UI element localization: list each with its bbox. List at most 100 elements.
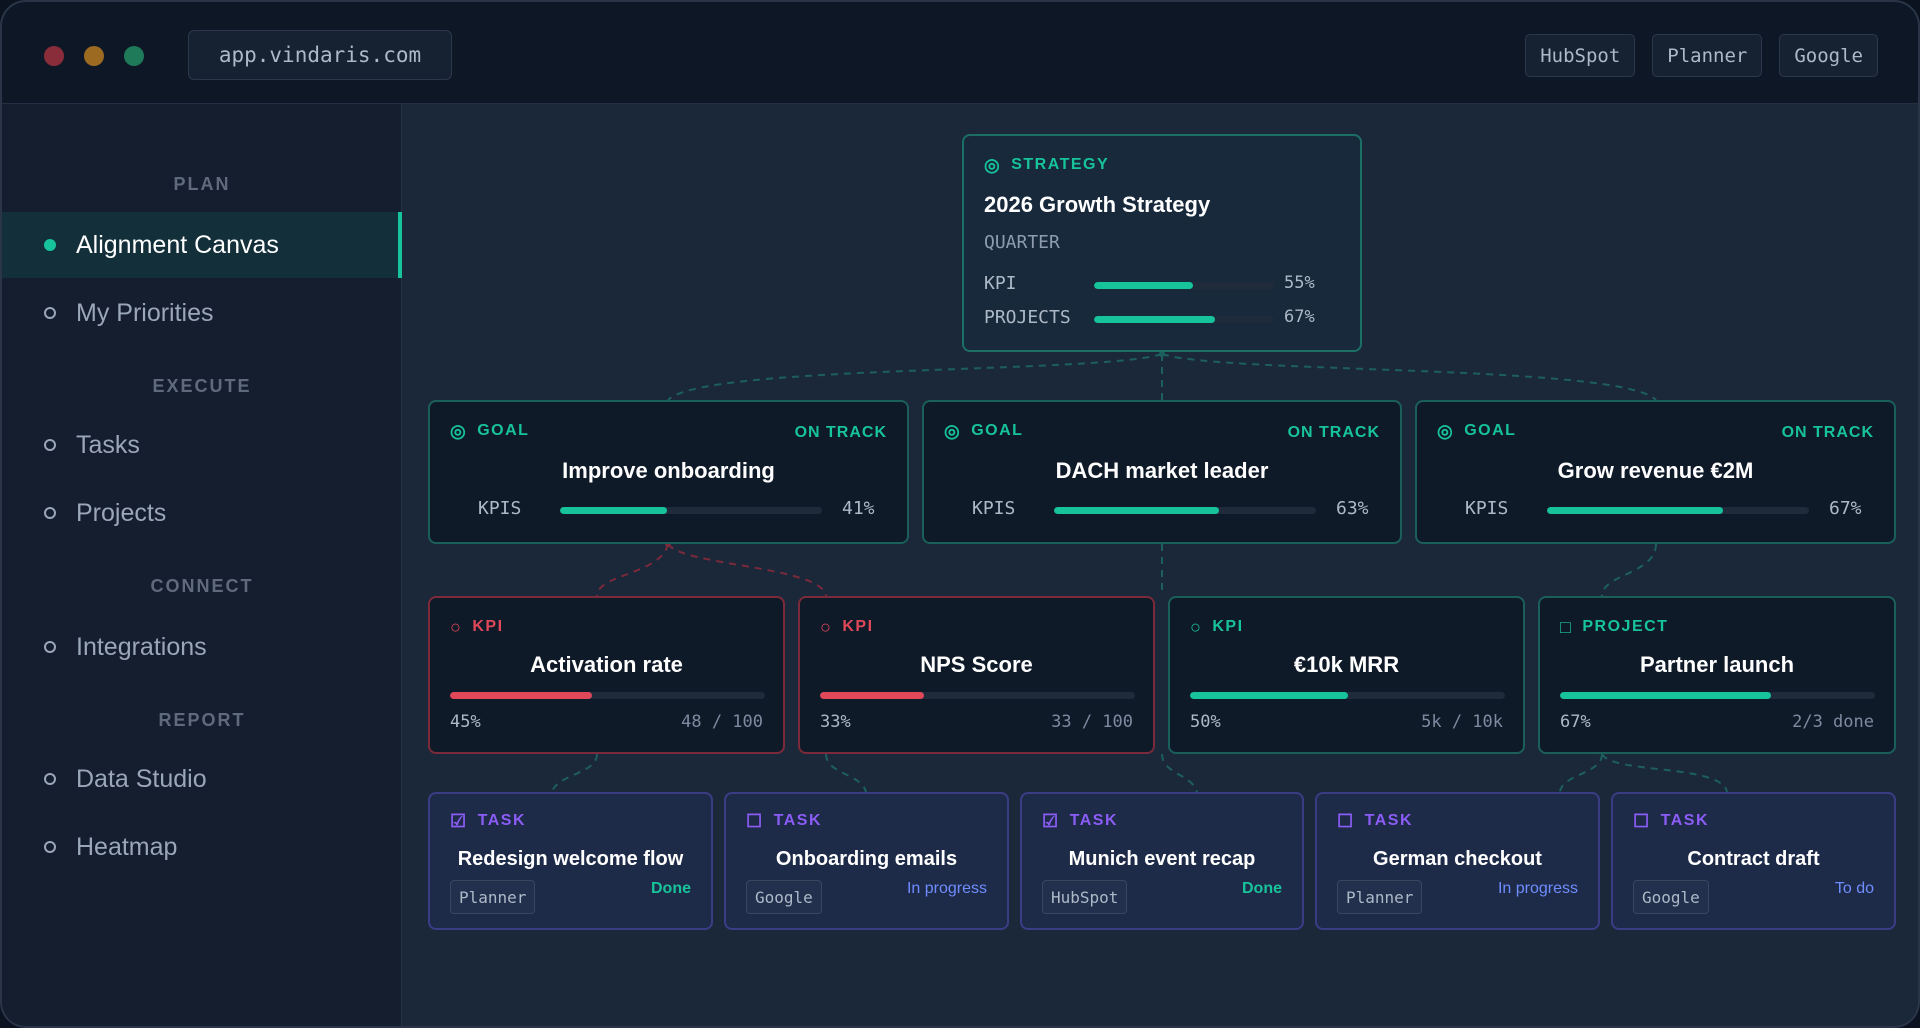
task-app-pill[interactable]: Planner — [450, 880, 536, 914]
strategy-period: QUARTER — [984, 232, 1060, 253]
kpi-card[interactable]: ○ KPI Activation rate 45% 48 / 100 — [428, 596, 785, 754]
task-title: German checkout — [1373, 848, 1542, 870]
project-tag-label: PROJECT — [1582, 618, 1669, 635]
address-bar[interactable]: app.vindaris.com — [188, 30, 452, 80]
task-app-pill[interactable]: HubSpot — [1042, 880, 1128, 914]
task-card[interactable]: ☐ TASK Contract draft Google To do — [1611, 792, 1896, 930]
kpi-title: Activation rate — [530, 652, 683, 677]
close-window-button[interactable] — [44, 46, 64, 66]
alignment-canvas[interactable]: ◎ STRATEGY 2026 Growth Strategy QUARTER … — [402, 104, 1918, 1026]
goal-card[interactable]: ◎ GOAL ON TRACK Grow revenue €2M KPIS 67… — [1415, 400, 1896, 544]
sidebar-item-label: Integrations — [76, 632, 207, 661]
sidebar-item-projects[interactable]: Projects — [2, 480, 402, 546]
minimize-window-button[interactable] — [84, 46, 104, 66]
project-title: Partner launch — [1639, 652, 1795, 677]
kpi-progress-bar — [1190, 692, 1505, 699]
goal-card[interactable]: ◎ GOAL ON TRACK Improve onboarding KPIS … — [428, 400, 909, 544]
kpi-tag-label: KPI — [1212, 618, 1244, 635]
goal-title: DACH market leader — [1055, 458, 1269, 483]
task-tag: ☐ TASK — [746, 812, 822, 830]
status-badge: ON TRACK — [794, 424, 887, 441]
task-tag: ☑ TASK — [450, 812, 526, 830]
integration-chip-planner[interactable]: Planner — [1652, 34, 1763, 77]
task-app-pill[interactable]: Google — [1633, 880, 1709, 914]
metric-value-projects: 67% — [1284, 307, 1315, 327]
sidebar-item-label: Alignment Canvas — [76, 230, 279, 259]
status-badge: ON TRACK — [1781, 424, 1874, 441]
sidebar-item-label: Heatmap — [76, 832, 178, 861]
sidebar-item-tasks[interactable]: Tasks — [2, 412, 402, 478]
goal-tag: ◎ GOAL — [450, 422, 529, 440]
sidebar-item-integrations[interactable]: Integrations — [2, 614, 402, 680]
task-card[interactable]: ☑ TASK Munich event recap HubSpot Done — [1020, 792, 1304, 930]
circle-icon: ○ — [1190, 617, 1203, 637]
task-title: Onboarding emails — [775, 848, 958, 870]
kpi-detail: 48 / 100 — [681, 712, 763, 732]
bullet-icon — [44, 641, 56, 653]
section-label-report: REPORT — [158, 710, 246, 730]
integration-chip-hubspot[interactable]: HubSpot — [1525, 34, 1636, 77]
kpi-percent: 45% — [450, 712, 481, 732]
strategy-card[interactable]: ◎ STRATEGY 2026 Growth Strategy QUARTER … — [962, 134, 1362, 352]
goal-metric-label: KPIS — [1465, 498, 1509, 519]
task-status: To do — [1834, 880, 1874, 897]
task-app-pill[interactable]: Planner — [1337, 880, 1423, 914]
sidebar-item-label: My Priorities — [76, 298, 214, 327]
checkbox-icon: ☐ — [746, 811, 764, 831]
maximize-window-button[interactable] — [124, 46, 144, 66]
connector-lines — [551, 351, 1728, 793]
task-title: Contract draft — [1687, 848, 1820, 870]
checkbox-icon: ☐ — [1337, 811, 1355, 831]
section-label-connect: CONNECT — [150, 576, 254, 596]
goal-tag-label: GOAL — [1464, 422, 1517, 439]
sidebar-item-alignment-canvas[interactable]: Alignment Canvas — [2, 212, 402, 278]
task-card[interactable]: ☐ TASK German checkout Planner In progre… — [1315, 792, 1600, 930]
task-app-pill[interactable]: Google — [746, 880, 822, 914]
bullet-icon — [44, 773, 56, 785]
kpi-tag-label: KPI — [842, 618, 874, 635]
project-progress-bar — [1560, 692, 1875, 699]
bullet-icon — [44, 439, 56, 451]
bullet-icon — [44, 307, 56, 319]
goal-tag-label: GOAL — [971, 422, 1024, 439]
kpi-tag-label: KPI — [472, 618, 504, 635]
goal-metric-value: 67% — [1829, 498, 1862, 519]
kpi-progress-bar — [1094, 282, 1274, 289]
task-tag-label: TASK — [1364, 812, 1414, 829]
metric-label-kpi: KPI — [984, 273, 1017, 294]
kpi-progress-fill — [820, 692, 924, 699]
bullet-icon — [44, 507, 56, 519]
project-progress-fill — [1560, 692, 1772, 699]
circle-icon: ○ — [820, 617, 833, 637]
projects-progress-fill — [1094, 316, 1215, 323]
project-card[interactable]: □ PROJECT Partner launch 67% 2/3 done — [1538, 596, 1896, 754]
sidebar-item-my-priorities[interactable]: My Priorities — [2, 280, 402, 346]
goal-card[interactable]: ◎ GOAL ON TRACK DACH market leader KPIS … — [922, 400, 1402, 544]
strategy-title: 2026 Growth Strategy — [984, 192, 1211, 217]
circle-icon: ○ — [450, 617, 463, 637]
task-status: In progress — [906, 880, 987, 897]
task-card[interactable]: ☑ TASK Redesign welcome flow Planner Don… — [428, 792, 713, 930]
goal-tag-label: GOAL — [477, 422, 530, 439]
goal-progress-fill — [1547, 507, 1723, 514]
target-icon: ◎ — [1437, 421, 1455, 441]
kpi-title: €10k MRR — [1293, 652, 1400, 677]
task-tag: ☐ TASK — [1633, 812, 1709, 830]
task-status: Done — [651, 880, 691, 897]
task-status: Done — [1242, 880, 1282, 897]
kpi-progress-bar — [820, 692, 1135, 699]
goal-title: Grow revenue €2M — [1557, 458, 1754, 483]
checked-box-icon: ☑ — [450, 811, 468, 831]
goal-progress-bar — [1547, 507, 1809, 514]
kpi-progress-fill — [1190, 692, 1348, 699]
kpi-card[interactable]: ○ KPI €10k MRR 50% 5k / 10k — [1168, 596, 1525, 754]
sidebar-item-data-studio[interactable]: Data Studio — [2, 746, 402, 812]
task-tag-label: TASK — [773, 812, 823, 829]
kpi-percent: 50% — [1190, 712, 1221, 732]
kpi-card[interactable]: ○ KPI NPS Score 33% 33 / 100 — [798, 596, 1155, 754]
goal-progress-bar — [1054, 507, 1316, 514]
task-card[interactable]: ☐ TASK Onboarding emails Google In progr… — [724, 792, 1009, 930]
sidebar-item-heatmap[interactable]: Heatmap — [2, 814, 402, 880]
integration-chip-google[interactable]: Google — [1779, 34, 1878, 77]
